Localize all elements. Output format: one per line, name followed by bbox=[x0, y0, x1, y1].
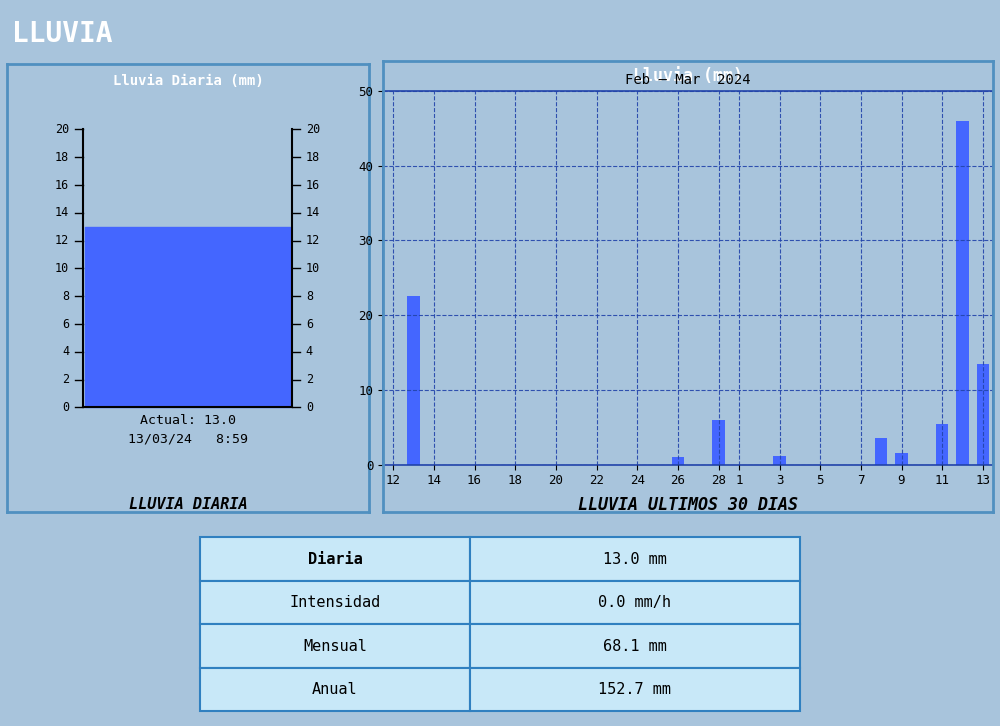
Text: 12: 12 bbox=[306, 234, 320, 247]
Bar bbox=[875, 439, 887, 465]
Text: Intensidad: Intensidad bbox=[289, 595, 381, 610]
Text: 6: 6 bbox=[62, 317, 69, 330]
FancyBboxPatch shape bbox=[470, 668, 800, 711]
Text: 16: 16 bbox=[55, 179, 69, 192]
Text: 14: 14 bbox=[306, 206, 320, 219]
Text: LLUVIA DIARIA: LLUVIA DIARIA bbox=[129, 497, 247, 512]
Text: Lluvia Diaria (mm): Lluvia Diaria (mm) bbox=[113, 74, 263, 89]
FancyBboxPatch shape bbox=[470, 581, 800, 624]
Text: 12: 12 bbox=[55, 234, 69, 247]
Text: Mensual: Mensual bbox=[303, 639, 367, 653]
Text: 2: 2 bbox=[62, 373, 69, 386]
Bar bbox=[672, 457, 684, 465]
FancyBboxPatch shape bbox=[200, 581, 470, 624]
Text: Diaria: Diaria bbox=[308, 552, 362, 566]
Text: LLUVIA: LLUVIA bbox=[12, 20, 112, 47]
Bar bbox=[936, 423, 948, 465]
Text: 16: 16 bbox=[306, 179, 320, 192]
Text: 13/03/24   8:59: 13/03/24 8:59 bbox=[128, 433, 248, 446]
Bar bbox=[956, 121, 969, 465]
Text: 8: 8 bbox=[62, 290, 69, 303]
Text: 20: 20 bbox=[306, 123, 320, 136]
Bar bbox=[977, 364, 989, 465]
Bar bbox=[773, 456, 786, 465]
FancyBboxPatch shape bbox=[200, 537, 470, 581]
FancyBboxPatch shape bbox=[470, 537, 800, 581]
Text: 14: 14 bbox=[55, 206, 69, 219]
Text: 18: 18 bbox=[306, 151, 320, 164]
FancyBboxPatch shape bbox=[200, 668, 470, 711]
Text: 4: 4 bbox=[62, 346, 69, 359]
Bar bbox=[712, 420, 725, 465]
Text: 13.0 mm: 13.0 mm bbox=[603, 552, 667, 566]
Text: 0: 0 bbox=[306, 401, 313, 414]
FancyBboxPatch shape bbox=[470, 624, 800, 668]
Text: 4: 4 bbox=[306, 346, 313, 359]
Text: 2: 2 bbox=[306, 373, 313, 386]
Text: Lluvia (mm): Lluvia (mm) bbox=[633, 67, 743, 84]
Text: 20: 20 bbox=[55, 123, 69, 136]
Text: Actual: 13.0: Actual: 13.0 bbox=[140, 415, 236, 428]
Text: 18: 18 bbox=[55, 151, 69, 164]
Text: Anual: Anual bbox=[312, 682, 358, 697]
Text: 0: 0 bbox=[62, 401, 69, 414]
Text: 10: 10 bbox=[306, 262, 320, 275]
Text: 8: 8 bbox=[306, 290, 313, 303]
Text: 6: 6 bbox=[306, 317, 313, 330]
FancyBboxPatch shape bbox=[200, 624, 470, 668]
Title: Feb – Mar  2024: Feb – Mar 2024 bbox=[625, 73, 751, 87]
Text: LLUVIA ULTIMOS 30 DIAS: LLUVIA ULTIMOS 30 DIAS bbox=[578, 496, 798, 513]
Text: 152.7 mm: 152.7 mm bbox=[598, 682, 672, 697]
Text: 68.1 mm: 68.1 mm bbox=[603, 639, 667, 653]
Bar bbox=[407, 296, 420, 465]
Text: 10: 10 bbox=[55, 262, 69, 275]
Bar bbox=[895, 454, 908, 465]
Text: 0.0 mm/h: 0.0 mm/h bbox=[598, 595, 672, 610]
